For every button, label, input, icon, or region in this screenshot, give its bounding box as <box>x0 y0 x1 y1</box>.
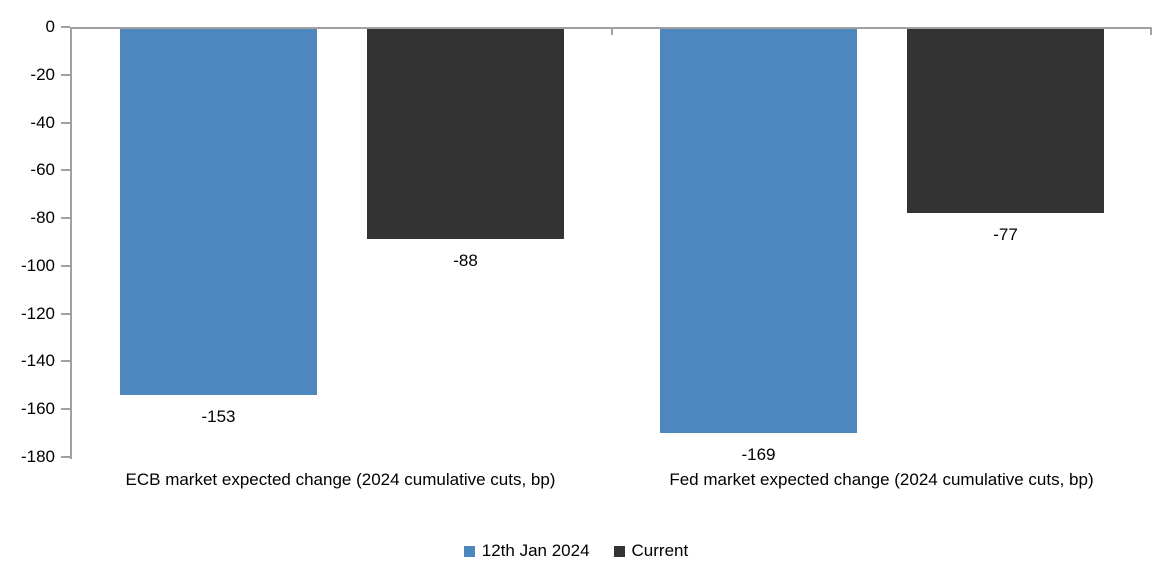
y-tick-label: 0 <box>45 17 55 36</box>
legend-item: 12th Jan 2024 <box>463 541 590 561</box>
legend-label: Current <box>631 541 689 560</box>
legend-swatch <box>613 545 625 557</box>
data-label: -88 <box>453 251 478 271</box>
y-tick-label: -140 <box>20 351 55 371</box>
category-boundary-tick <box>611 29 613 35</box>
y-tick-mark <box>61 169 70 172</box>
bar-jan <box>120 29 317 395</box>
category-label: Fed market expected change (2024 cumulat… <box>669 470 1094 489</box>
y-tick-mark <box>61 312 70 315</box>
y-tick-mark <box>61 408 70 411</box>
category-boundary-tick <box>1150 29 1152 35</box>
y-tick-label: -100 <box>20 255 55 275</box>
category-axis: ECB market expected change (2024 cumulat… <box>70 470 1152 490</box>
data-label: -77 <box>993 224 1018 244</box>
y-tick-mark <box>61 73 70 76</box>
legend-label: 12th Jan 2024 <box>481 541 590 560</box>
bar-group: -169 -77 <box>612 29 1152 464</box>
bar-wrapper: -77 <box>907 29 1104 244</box>
plot-area: -153 -88 -169 -77 <box>70 27 1152 464</box>
data-label: -153 <box>201 406 236 426</box>
y-tick-label: -20 <box>30 64 55 84</box>
y-tick-mark <box>61 26 70 28</box>
y-tick-mark <box>61 264 70 267</box>
bar-jan <box>660 29 857 433</box>
y-tick-mark <box>61 456 70 458</box>
bar-wrapper: -153 <box>120 29 317 426</box>
y-tick-mark <box>61 217 70 220</box>
legend-item: Current <box>613 541 689 561</box>
y-tick-label: -120 <box>20 303 55 323</box>
bar-wrapper: -169 <box>660 29 857 464</box>
y-tick-label: -40 <box>30 112 55 132</box>
legend-swatch <box>463 545 475 557</box>
category-label: ECB market expected change (2024 cumulat… <box>125 470 556 489</box>
y-tick-mark <box>61 360 70 363</box>
y-tick-label: -160 <box>20 399 55 419</box>
bar-wrapper: -88 <box>367 29 564 270</box>
legend: 12th Jan 2024 Current <box>0 541 1152 561</box>
y-tick-label: -180 <box>20 447 55 466</box>
y-tick-label: -80 <box>30 208 55 228</box>
y-tick-label: -60 <box>30 160 55 180</box>
y-tick-mark <box>61 121 70 124</box>
bar-current <box>367 29 564 240</box>
bar-current <box>907 29 1104 213</box>
bar-group: -153 -88 <box>72 29 612 459</box>
data-label: -169 <box>741 444 776 464</box>
